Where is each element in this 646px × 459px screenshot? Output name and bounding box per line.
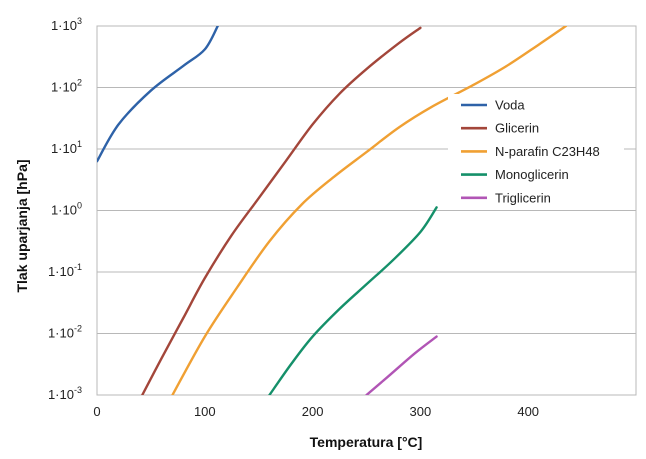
y-tick-label: 1·10-3: [48, 385, 82, 402]
legend-label: N-parafin C23H48: [495, 144, 600, 159]
series-line-n-parafin-c23h48: [171, 26, 568, 395]
legend-label: Triglicerin: [495, 190, 551, 205]
x-tick-label: 300: [410, 404, 432, 419]
x-tick-label: 0: [93, 404, 100, 419]
x-tick-label: 100: [194, 404, 216, 419]
y-tick-label: 1·101: [51, 139, 82, 156]
y-tick-label: 1·103: [51, 16, 82, 33]
legend-label: Monoglicerin: [495, 167, 569, 182]
y-tick-label: 1·10-2: [48, 324, 82, 341]
legend: Voda Glicerin N-parafin C23H48 Monoglicerin…: [448, 94, 624, 210]
x-axis-title: Temperatura [°C]: [310, 434, 423, 450]
y-axis-title: Tlak uparjanja [hPa]: [14, 159, 30, 292]
legend-label: Glicerin: [495, 121, 539, 136]
x-tick-label: 400: [517, 404, 539, 419]
y-tick-label: 1·10-1: [48, 262, 82, 279]
y-tick-label: 1·100: [51, 201, 82, 218]
legend-label: Voda: [495, 98, 525, 113]
series-line-monoglicerin: [268, 206, 438, 395]
series-line-triglicerin: [365, 335, 438, 395]
series-line-glicerin: [141, 26, 422, 395]
y-tick-label: 1·102: [51, 78, 82, 95]
x-tick-label: 200: [302, 404, 324, 419]
series-line-voda: [97, 26, 219, 163]
